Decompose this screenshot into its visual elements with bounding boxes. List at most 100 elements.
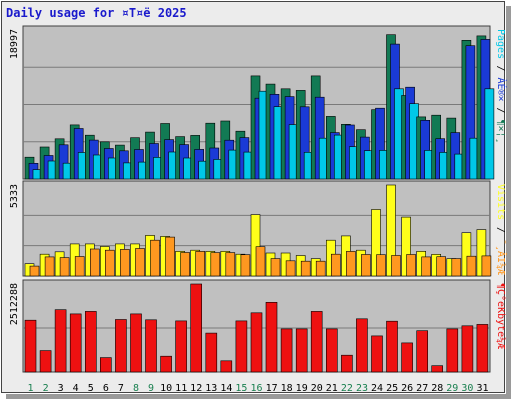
visits-panel-legend-sep: /: [495, 227, 506, 233]
visits-panel-bar-sites-7: [120, 249, 130, 277]
kbytes-panel-bar-kbytes-3: [54, 309, 67, 373]
visits-panel-bar-sites-5: [90, 248, 100, 277]
visits-panel-legend-1: ¯¸ÂI¼Æ: [495, 239, 508, 275]
kbytes-panel-bar-kbytes-1: [24, 319, 37, 373]
day-label-29: 29: [446, 383, 458, 394]
hits-panel-ymax-label: 18997: [9, 29, 20, 59]
visits-panel-bar-sites-14: [225, 252, 236, 277]
day-label-28: 28: [431, 383, 443, 394]
visits-panel-bar-visits-16: [250, 214, 261, 277]
kbytes-panel-bar-kbytes-29: [446, 328, 459, 373]
visits-panel-bar-sites-1: [29, 265, 40, 277]
day-label-19: 19: [296, 383, 308, 394]
kbytes-panel-bar-kbytes-23: [356, 318, 368, 373]
day-label-11: 11: [175, 383, 187, 394]
visits-panel-bar-sites-25: [391, 255, 401, 277]
kbytes-panel-bar-kbytes-26: [401, 342, 413, 373]
kbytes-panel-bar-kbytes-16: [250, 312, 263, 373]
day-label-4: 4: [73, 383, 79, 394]
visits-panel-legend-0: Visits: [495, 184, 506, 220]
kbytes-panel-bar-kbytes-18: [280, 328, 293, 373]
day-label-18: 18: [281, 383, 293, 394]
day-label-2: 2: [43, 383, 49, 394]
visits-panel-bar-sites-19: [300, 260, 311, 277]
frame-shadow-right: [506, 6, 511, 398]
hits-panel-bar-pages-31: [484, 88, 495, 180]
kbytes-panel-bar-kbytes-21: [325, 328, 338, 373]
visits-panel-bar-sites-4: [74, 256, 85, 277]
visits-panel-bar-sites-18: [285, 260, 296, 277]
day-label-15: 15: [235, 383, 247, 394]
visits-panel-bar-visits-26: [401, 216, 411, 277]
day-label-25: 25: [386, 383, 398, 394]
day-label-26: 26: [401, 383, 413, 394]
hits-panel-legend-sep: /: [495, 108, 506, 114]
day-label-21: 21: [326, 383, 338, 394]
kbytes-panel-bar-kbytes-2: [39, 350, 52, 373]
visits-panel-bar-sites-20: [315, 260, 326, 277]
visits-panel-ymax-label: 5333: [9, 184, 20, 208]
visits-panel-bar-sites-22: [346, 251, 356, 277]
chart-title: Daily usage for ¤T¤ë 2025: [6, 6, 187, 20]
day-label-20: 20: [311, 383, 323, 394]
visits-panel-bar-visits-30: [461, 232, 472, 277]
kbytes-panel-bar-kbytes-22: [341, 354, 353, 373]
day-label-30: 30: [461, 383, 473, 394]
visits-panel-bar-visits-31: [476, 229, 487, 277]
visits-panel-bar-sites-17: [270, 258, 281, 277]
day-label-1: 1: [27, 383, 33, 394]
visits-panel-bar-sites-31: [481, 255, 492, 277]
day-label-23: 23: [356, 383, 368, 394]
visits-panel-bar-sites-9: [150, 239, 160, 277]
visits-panel-bar-sites-29: [451, 258, 462, 277]
kbytes-panel-bar-kbytes-25: [386, 320, 398, 373]
visits-panel-bar-visits-25: [386, 184, 396, 277]
visits-panel-bar-visits-24: [371, 209, 381, 277]
kbytes-panel-bar-kbytes-4: [69, 313, 82, 373]
visits-panel-bar-sites-23: [361, 254, 371, 277]
kbytes-panel-bar-kbytes-12: [190, 283, 202, 373]
day-label-10: 10: [160, 383, 172, 394]
day-label-12: 12: [190, 383, 202, 394]
visits-panel-bar-sites-30: [466, 255, 477, 277]
day-label-31: 31: [476, 383, 488, 394]
day-label-22: 22: [341, 383, 353, 394]
kbytes-panel-bar-kbytes-20: [310, 311, 323, 373]
visits-panel-bar-sites-16: [255, 246, 266, 277]
kbytes-panel-bar-kbytes-8: [130, 313, 142, 373]
visits-panel-bar-sites-3: [59, 257, 70, 277]
kbytes-panel-bar-kbytes-5: [85, 311, 97, 373]
hits-panel-legend-sep: /: [495, 66, 506, 72]
visits-panel-bar-sites-13: [210, 252, 221, 277]
kbytes-panel-bar-kbytes-14: [220, 360, 233, 373]
day-label-27: 27: [416, 383, 428, 394]
kbytes-panel-ymax-label: 2512288: [9, 283, 20, 325]
visits-panel-bar-sites-6: [105, 249, 115, 277]
kbytes-panel-bar-kbytes-27: [416, 330, 429, 373]
kbytes-panel-bar-kbytes-30: [461, 325, 474, 373]
kbytes-panel-bar-kbytes-28: [431, 365, 444, 373]
visits-panel-bar-sites-10: [165, 236, 175, 277]
hits-panel-legend-0: Pages: [495, 29, 506, 59]
visits-panel-bar-sites-26: [406, 254, 416, 277]
kbytes-panel-bar-kbytes-7: [115, 319, 127, 373]
visits-panel-bar-sites-8: [135, 248, 145, 277]
kbytes-panel-bar-kbytes-15: [235, 320, 248, 373]
day-label-5: 5: [88, 383, 94, 394]
kbytes-panel-bar-kbytes-6: [100, 357, 112, 373]
day-label-13: 13: [205, 383, 217, 394]
kbytes-panel-bar-kbytes-17: [265, 301, 278, 373]
kbytes-panel-legend-0: ¶Ç°eKbyte¼Æ: [495, 283, 507, 349]
visits-panel-bar-sites-21: [330, 253, 341, 277]
day-label-9: 9: [148, 383, 154, 394]
visits-panel-bar-sites-15: [240, 254, 251, 277]
day-label-16: 16: [250, 383, 262, 394]
visits-panel-bar-sites-11: [180, 252, 190, 277]
kbytes-panel-bar-kbytes-19: [295, 328, 308, 373]
day-label-24: 24: [371, 383, 383, 394]
kbytes-panel-bar-kbytes-11: [175, 320, 187, 373]
day-label-3: 3: [58, 383, 64, 394]
hits-panel-legend-2: ¶×¦¸: [495, 120, 506, 144]
kbytes-panel-bar-kbytes-24: [371, 335, 383, 373]
